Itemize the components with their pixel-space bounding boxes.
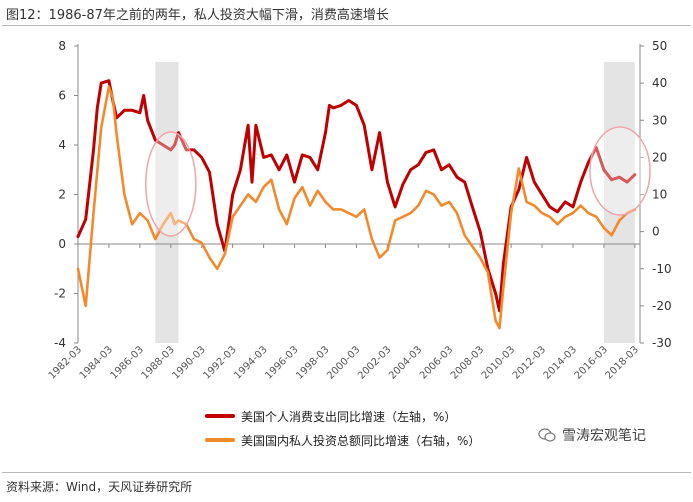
right-tick-label: 20 [652,150,667,164]
legend-label-investment: 美国国内私人投资总额同比增速（右轴，%） [241,433,481,448]
legend-item-investment: 美国国内私人投资总额同比增速（右轴，%） [205,428,480,452]
watermark: 雪涛宏观笔记 [538,425,646,445]
highlight-circle-2016 [589,126,651,216]
series-line-investment [76,85,637,330]
right-tick-label: 40 [652,76,667,90]
right-tick-label: -10 [652,262,672,276]
left-tick-label: -2 [54,287,66,301]
legend-swatch-consumption [205,414,235,418]
line-chart: -4-202468-30-20-10010203040501982-031984… [47,39,672,382]
highlight-circles [145,126,651,237]
right-tick-label: 0 [652,225,660,239]
chart-axes: -4-202468-30-20-10010203040501982-031984… [47,39,672,382]
left-tick-label: 4 [58,138,66,152]
legend: 美国个人消费支出同比增速（左轴，%） 美国国内私人投资总额同比增速（右轴，%） [205,404,480,452]
right-tick-label: 10 [652,188,667,202]
figure-title: 图12：1986-87年之前的两年，私人投资大幅下滑，消费高速增长 [6,8,389,23]
right-tick-label: 50 [652,39,667,53]
legend-label-consumption: 美国个人消费支出同比增速（左轴，%） [241,409,457,424]
left-tick-label: 0 [58,237,66,251]
legend-item-consumption: 美国个人消费支出同比增速（左轴，%） [205,404,480,428]
left-tick-label: -4 [54,336,66,350]
shaded-periods [155,62,635,343]
title-divider [2,25,691,26]
shaded-period-1 [603,62,635,343]
right-tick-label: 30 [652,113,667,127]
source-divider [2,472,691,473]
left-tick-label: 8 [58,39,66,53]
x-tick-label: 2018-03 [604,344,641,381]
source-note: 资料来源：Wind，天风证券研究所 [6,480,193,494]
right-tick-label: -30 [652,336,672,350]
left-tick-label: 2 [58,188,66,202]
right-tick-label: -20 [652,299,672,313]
highlight-circle-1987 [145,131,197,237]
watermark-text: 雪涛宏观笔记 [562,428,646,444]
left-tick-label: 6 [58,89,66,103]
wechat-icon [538,428,556,442]
legend-swatch-investment [205,438,235,442]
